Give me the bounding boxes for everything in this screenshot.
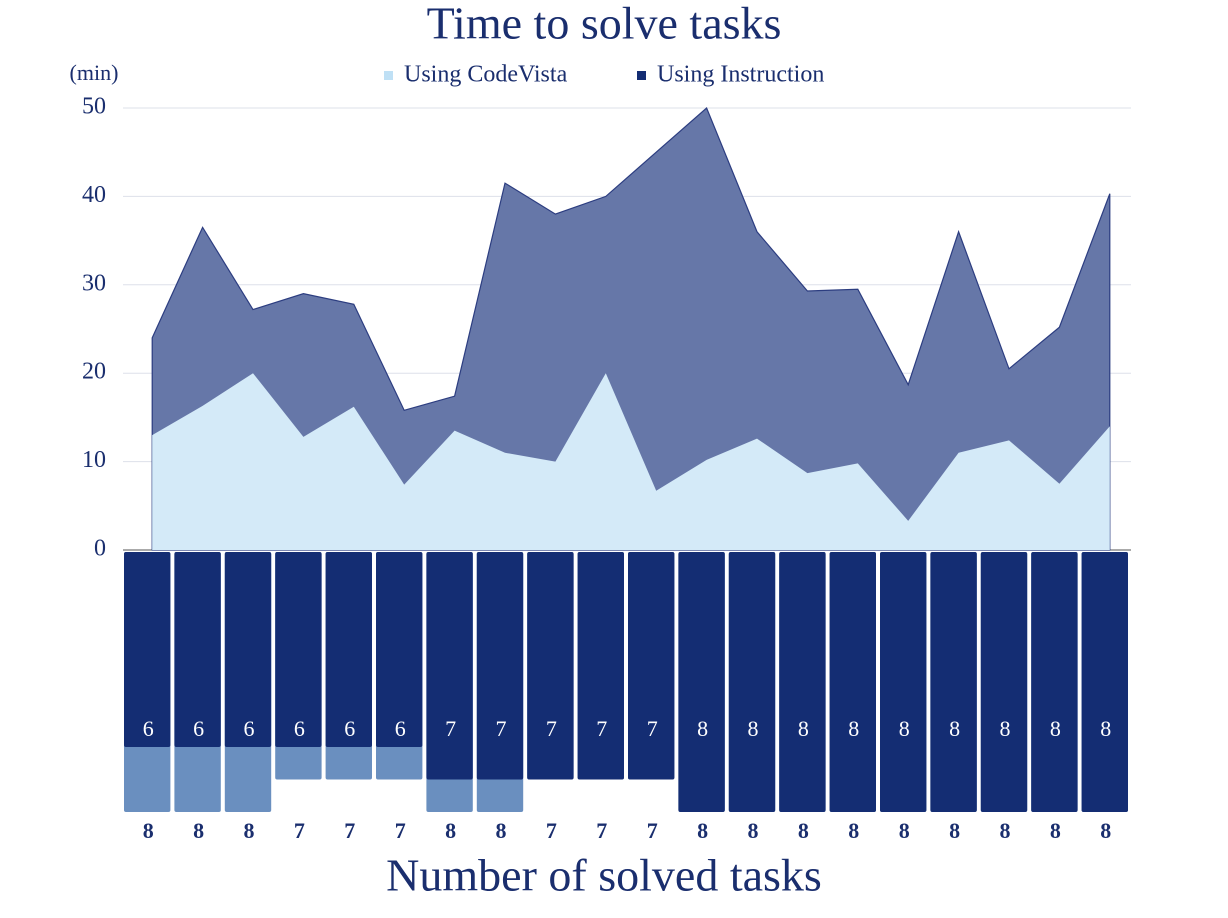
value-label: 7	[596, 818, 607, 843]
value-label: 8	[949, 716, 960, 741]
bar	[829, 552, 876, 812]
value-label: 8	[848, 716, 859, 741]
value-label: 8	[848, 818, 859, 843]
bar	[476, 552, 524, 780]
bar	[426, 552, 473, 780]
value-label: 6	[344, 716, 355, 741]
bar	[678, 552, 725, 812]
bar	[930, 552, 977, 812]
bar	[880, 552, 927, 812]
value-label: 7	[647, 818, 658, 843]
value-label: 8	[1100, 818, 1111, 843]
bar	[577, 552, 624, 780]
value-label: 8	[1000, 716, 1011, 741]
y-tick-label: 40	[82, 182, 106, 208]
value-label: 7	[294, 818, 305, 843]
value-label: 6	[294, 716, 305, 741]
value-label: 8	[798, 818, 809, 843]
value-label: 8	[697, 818, 708, 843]
bar	[376, 552, 423, 747]
area	[151, 106, 1111, 551]
y-tick-label: 10	[82, 447, 106, 473]
value-label: 6	[395, 716, 406, 741]
y-tick-label: 50	[82, 94, 106, 120]
value-label: 7	[496, 716, 507, 741]
bar	[1081, 552, 1128, 812]
bar	[124, 552, 171, 747]
value-label: 8	[899, 818, 910, 843]
value-label: 7	[546, 716, 557, 741]
value-label: 7	[546, 818, 557, 843]
value-label: 7	[647, 716, 658, 741]
value-label: 8	[143, 818, 154, 843]
y-axis-label: (min)	[70, 60, 119, 85]
value-label: 8	[1050, 716, 1061, 741]
bar	[527, 552, 574, 780]
value-label: 8	[949, 818, 960, 843]
legend-swatch	[384, 71, 393, 80]
bar	[779, 552, 826, 812]
y-tick-label: 0	[94, 536, 106, 562]
bar	[980, 552, 1028, 812]
value-label: 8	[1000, 818, 1011, 843]
bar	[628, 552, 675, 780]
value-label: 8	[748, 716, 759, 741]
bar	[224, 552, 272, 747]
value-label: 6	[244, 716, 255, 741]
value-label: 8	[1100, 716, 1111, 741]
area	[152, 373, 1110, 550]
value-label: 7	[596, 716, 607, 741]
legend-label: Using Instruction	[657, 62, 824, 88]
value-label: 7	[395, 818, 406, 843]
bar	[325, 552, 372, 747]
y-tick-label: 20	[82, 359, 106, 385]
value-label: 8	[445, 818, 456, 843]
value-label: 8	[193, 818, 204, 843]
value-label: 8	[496, 818, 507, 843]
value-label: 8	[748, 818, 759, 843]
bar	[728, 552, 776, 812]
value-label: 8	[697, 716, 708, 741]
value-label: 8	[244, 818, 255, 843]
value-label: 7	[445, 716, 456, 741]
bar	[275, 552, 322, 747]
value-label: 6	[193, 716, 204, 741]
value-label: 6	[143, 716, 154, 741]
x-axis-label: Number of solved tasks	[386, 850, 822, 901]
bar	[1031, 552, 1078, 812]
legend-label: Using CodeVista	[404, 62, 568, 88]
value-label: 7	[344, 818, 355, 843]
bar	[174, 552, 221, 747]
value-label: 8	[899, 716, 910, 741]
y-tick-label: 30	[82, 270, 106, 296]
chart-title: Time to solve tasks	[427, 0, 782, 49]
value-label: 8	[1050, 818, 1061, 843]
legend-swatch	[637, 71, 646, 80]
value-label: 8	[798, 716, 809, 741]
